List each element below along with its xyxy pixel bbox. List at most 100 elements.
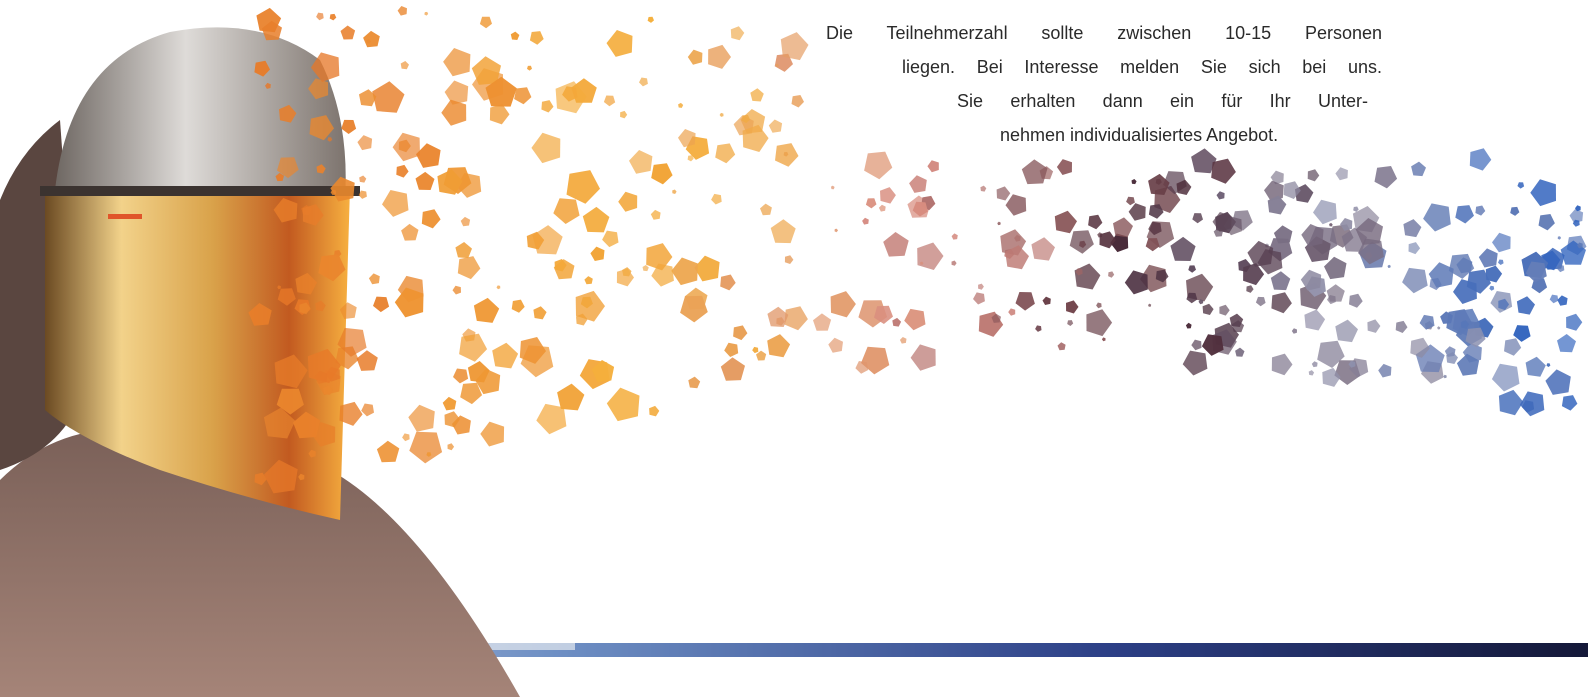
particle — [1022, 159, 1048, 184]
particle — [443, 48, 470, 76]
particle — [649, 406, 659, 417]
particle — [1312, 361, 1318, 367]
particle — [1498, 260, 1504, 266]
particle — [678, 129, 696, 147]
particle — [590, 247, 604, 261]
particle — [756, 351, 766, 361]
particle — [1349, 294, 1363, 308]
particle — [1088, 215, 1102, 230]
particle — [533, 306, 546, 319]
particle — [1530, 179, 1556, 206]
particle — [377, 441, 399, 463]
particle — [917, 243, 943, 271]
particle — [1170, 237, 1195, 261]
particle — [583, 207, 610, 233]
particle — [769, 120, 782, 133]
particle — [393, 133, 420, 162]
particle — [880, 187, 896, 204]
page: Die Teilnehmerzahl sollte zwischen 10-15… — [0, 0, 1588, 697]
particle — [1396, 321, 1408, 333]
particle — [567, 170, 601, 204]
particle — [831, 186, 835, 190]
particle — [1443, 375, 1446, 378]
particle — [357, 350, 378, 371]
particle — [497, 285, 501, 289]
particle — [708, 45, 731, 69]
particle — [1504, 338, 1521, 356]
particle — [357, 135, 372, 150]
particle — [1367, 319, 1380, 333]
particle — [1437, 326, 1440, 329]
particle — [1271, 292, 1292, 313]
particle — [831, 291, 856, 317]
particle — [1188, 265, 1196, 272]
particle — [1309, 370, 1314, 375]
particle — [1547, 363, 1551, 367]
particle — [1108, 271, 1114, 277]
particle — [973, 292, 985, 304]
particle — [1148, 304, 1151, 307]
particle — [1402, 268, 1428, 293]
particle — [711, 194, 722, 205]
particle — [553, 198, 579, 224]
particle — [864, 152, 892, 180]
particle — [979, 312, 1003, 337]
particle — [424, 12, 428, 16]
particle — [604, 96, 615, 107]
particle — [1096, 303, 1102, 309]
particle — [1526, 357, 1546, 377]
particle — [1403, 219, 1421, 237]
particle — [784, 306, 808, 330]
particle — [720, 113, 724, 117]
particle — [401, 224, 418, 241]
particle — [980, 186, 986, 192]
particle — [1067, 320, 1073, 326]
particle — [1035, 325, 1041, 332]
particle — [416, 172, 435, 190]
particle — [651, 163, 672, 184]
particle — [459, 334, 487, 362]
particle — [1146, 238, 1160, 251]
particle — [1006, 194, 1027, 216]
particle — [813, 313, 831, 330]
particle — [441, 100, 466, 126]
text-line: Die Teilnehmerzahl sollte zwischen 10-15… — [826, 22, 1382, 44]
particle — [1256, 297, 1266, 306]
particle — [1235, 348, 1244, 357]
particle — [733, 325, 747, 340]
text-line: nehmen individualisiertes Angebot. — [1000, 124, 1278, 146]
particle — [1191, 340, 1201, 351]
particle — [1455, 205, 1474, 223]
particle — [771, 219, 796, 243]
particle — [458, 256, 481, 279]
particle — [607, 30, 633, 57]
particle — [316, 13, 324, 21]
particle — [1247, 241, 1273, 267]
particle — [607, 388, 640, 422]
particle — [835, 229, 839, 233]
particle — [997, 222, 1001, 226]
particle — [480, 17, 492, 29]
particle — [629, 150, 652, 174]
particle — [402, 433, 410, 441]
particle — [715, 143, 735, 163]
particle — [1335, 167, 1348, 180]
particle — [1420, 315, 1435, 330]
text-line: liegen. Bei Interesse melden Sie sich be… — [902, 56, 1382, 78]
particle — [474, 298, 499, 323]
particle — [792, 95, 805, 108]
particle — [1132, 179, 1137, 184]
particle — [952, 261, 957, 266]
particle — [1086, 309, 1112, 336]
text-line: Sie erhalten dann ein für Ihr Unter- — [957, 90, 1368, 112]
particle — [511, 32, 520, 40]
particle — [372, 81, 404, 113]
particle — [401, 61, 409, 69]
particle — [382, 190, 409, 217]
particle — [1246, 285, 1253, 293]
particle — [1192, 213, 1203, 223]
particle — [1510, 207, 1519, 216]
particle — [1211, 159, 1236, 184]
particle — [531, 133, 560, 163]
particle — [1304, 310, 1325, 331]
